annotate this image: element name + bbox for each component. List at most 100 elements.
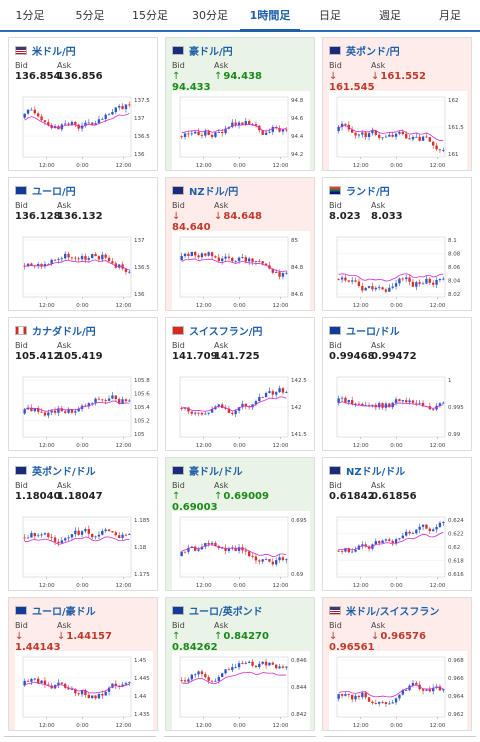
pair-link[interactable]: ユーロ/ドル bbox=[346, 326, 400, 338]
pair-link[interactable]: ランド/円 bbox=[346, 186, 390, 198]
currency-card[interactable]: ユーロ/豪ドル Bid Ask ↓1.44143 ↓1.44157 1.45 1.445 1.… bbox=[8, 597, 158, 731]
card-title: 英ポンド/ドル bbox=[15, 462, 151, 478]
currency-card[interactable]: 豪ドル/円 Bid Ask ↑94.433 ↑94.438 94.8 94.6 94.4 94.… bbox=[165, 37, 315, 171]
pair-link[interactable]: 英ポンド/円 bbox=[346, 46, 400, 58]
pair-link[interactable]: 豪ドル/ドル bbox=[189, 466, 243, 478]
candle-body bbox=[237, 663, 241, 668]
tab-timeframe[interactable]: 週足 bbox=[379, 9, 401, 22]
currency-card[interactable]: 英ポンド/円 Bid Ask ↓161.545 ↓161.552 162 161.5 161 1… bbox=[322, 37, 472, 171]
price-values: ↓84.640 ↓84.648 bbox=[172, 211, 308, 233]
y-tick-label: 94.6 bbox=[291, 116, 304, 122]
currency-card[interactable]: 米ドル/円 Bid Ask 136.854 136.856 137.5 137 136.5 13… bbox=[8, 37, 158, 171]
tab-timeframe[interactable]: 1分足 bbox=[15, 9, 45, 22]
y-tick-label: 0.995 bbox=[448, 405, 464, 411]
bid-price: 136.854 bbox=[15, 71, 61, 82]
pair-link[interactable]: ユーロ/豪ドル bbox=[32, 606, 96, 618]
candle-body bbox=[194, 412, 197, 414]
mini-chart[interactable]: 137.5 137 136.5 136 12:00 0:00 12:00 bbox=[15, 91, 153, 170]
candle-body bbox=[428, 689, 431, 692]
mini-chart[interactable]: 1.185 1.18 1.175 12:00 0:00 12:00 bbox=[15, 511, 153, 590]
mini-chart[interactable]: 85 84.8 84.6 12:00 0:00 12:00 bbox=[172, 231, 310, 310]
mini-chart[interactable]: 94.8 94.6 94.4 94.2 12:00 0:00 12:00 bbox=[172, 91, 310, 170]
mini-chart[interactable]: 137 136.5 136 12:00 0:00 12:00 bbox=[15, 231, 153, 310]
mini-chart[interactable]: 105.8 105.6 105.4 105.2 105 12:00 0:00 12:00 bbox=[15, 371, 153, 450]
candle-body bbox=[128, 534, 131, 536]
currency-grid: 米ドル/円 Bid Ask 136.854 136.856 137.5 137 136.5 13… bbox=[0, 32, 480, 731]
ask-label: Ask bbox=[57, 621, 72, 630]
candle-body bbox=[91, 402, 94, 404]
candle-body bbox=[357, 134, 361, 136]
bid-price: 136.128 bbox=[15, 211, 61, 222]
candle-body bbox=[398, 131, 401, 134]
ask-value: 8.033 bbox=[371, 211, 403, 222]
tab-timeframe[interactable]: 日足 bbox=[319, 9, 341, 22]
mini-chart[interactable]: 1 0.995 0.99 12:00 0:00 12:00 bbox=[329, 371, 467, 450]
mini-chart[interactable]: 0.846 0.844 0.842 12:00 0:00 12:00 bbox=[172, 651, 310, 730]
mini-chart[interactable]: 142.5 142 141.5 12:00 0:00 12:00 bbox=[172, 371, 310, 450]
bid-price: ↑0.69003 bbox=[172, 491, 218, 513]
pair-link[interactable]: 米ドル/円 bbox=[32, 46, 76, 58]
currency-card[interactable]: ユーロ/円 Bid Ask 136.128 136.132 137 136.5 136 12:0… bbox=[8, 177, 158, 311]
mini-chart[interactable]: 162 161.5 161 12:00 0:00 12:00 bbox=[329, 91, 467, 170]
candle-body bbox=[87, 529, 90, 534]
pair-link[interactable]: ユーロ/英ポンド bbox=[189, 606, 263, 618]
mini-chart[interactable]: 0.968 0.966 0.964 0.962 12:00 0:00 12:00 bbox=[329, 651, 467, 730]
candle-body bbox=[275, 392, 278, 395]
candle-body bbox=[408, 138, 411, 140]
currency-card[interactable]: スイスフラン/円 Bid Ask 141.709 141.725 142.5 142 141.… bbox=[165, 317, 315, 451]
pair-link[interactable]: NZドル/円 bbox=[189, 186, 239, 198]
currency-card[interactable]: ユーロ/ドル Bid Ask 0.99468 0.99472 1 0.995 0.99 12:0… bbox=[322, 317, 472, 451]
currency-card[interactable]: 英ポンド/ドル Bid Ask 1.18040 1.18047 1.185 1.18 1.17… bbox=[8, 457, 158, 591]
candle-body bbox=[261, 130, 264, 135]
currency-card[interactable]: 米ドル/スイスフラン Bid Ask ↓0.96561 ↓0.96576 0.968 0.9… bbox=[322, 597, 472, 731]
x-tick-label: 0:00 bbox=[233, 303, 246, 309]
candle-body bbox=[47, 684, 50, 686]
candle-body bbox=[241, 403, 244, 408]
pair-link[interactable]: 米ドル/スイスフラン bbox=[346, 606, 440, 618]
candle-body bbox=[87, 122, 90, 124]
y-tick-label: 0.99 bbox=[448, 432, 461, 438]
pair-link[interactable]: NZドル/ドル bbox=[346, 466, 406, 478]
flag-icon bbox=[15, 45, 27, 55]
candle-body bbox=[124, 534, 128, 536]
candle-body bbox=[388, 403, 391, 408]
y-tick-label: 1.45 bbox=[134, 658, 147, 664]
currency-card[interactable]: ランド/円 Bid Ask 8.023 8.033 8.1 8.08 8.06 8.04 8.02… bbox=[322, 177, 472, 311]
x-tick-label: 12:00 bbox=[39, 303, 55, 309]
candle-body bbox=[26, 537, 30, 539]
currency-card[interactable]: 豪ドル/ドル Bid Ask ↑0.69003 ↑0.69009 0.695 0.69 12:… bbox=[165, 457, 315, 591]
candle-body bbox=[248, 121, 251, 125]
ask-value: 161.552 bbox=[380, 71, 426, 82]
ask-price: ↑94.438 bbox=[214, 71, 262, 93]
candle-body bbox=[121, 399, 124, 404]
candle-body bbox=[442, 689, 445, 691]
currency-card[interactable]: NZドル/円 Bid Ask ↓84.640 ↓84.648 85 84.8 84.6 12:0… bbox=[165, 177, 315, 311]
y-tick-label: 137 bbox=[134, 116, 145, 122]
currency-card[interactable]: カナダドル/円 Bid Ask 105.412 105.419 105.8 105.6 105… bbox=[8, 317, 158, 451]
candle-body bbox=[241, 547, 244, 551]
candle-body bbox=[91, 533, 94, 538]
mini-chart[interactable]: 1.45 1.445 1.44 1.435 12:00 0:00 12:00 bbox=[15, 651, 153, 730]
candle-body bbox=[251, 556, 254, 557]
candle-body bbox=[60, 540, 63, 544]
candle-body bbox=[128, 271, 131, 273]
y-tick-label: 0.69 bbox=[291, 572, 304, 578]
tab-timeframe[interactable]: 月足 bbox=[439, 9, 461, 22]
pair-link[interactable]: スイスフラン/円 bbox=[189, 326, 263, 338]
tab-timeframe[interactable]: 15分足 bbox=[132, 9, 168, 22]
candle-body bbox=[231, 412, 234, 415]
tab-timeframe[interactable]: 1時間足 bbox=[240, 0, 300, 32]
pair-link[interactable]: カナダドル/円 bbox=[32, 326, 96, 338]
mini-chart[interactable]: 8.1 8.08 8.06 8.04 8.02 12:00 0:00 12:00 bbox=[329, 231, 467, 310]
pair-link[interactable]: 豪ドル/円 bbox=[189, 46, 233, 58]
currency-card[interactable]: ユーロ/英ポンド Bid Ask ↑0.84262 ↑0.84270 0.846 0.844… bbox=[165, 597, 315, 731]
tab-timeframe[interactable]: 5分足 bbox=[75, 9, 105, 22]
mini-chart[interactable]: 0.624 0.622 0.62 0.618 0.616 12:00 0:00 12:00 bbox=[329, 511, 467, 590]
mini-chart[interactable]: 0.695 0.69 12:00 0:00 12:00 bbox=[172, 511, 310, 590]
candle-body bbox=[234, 667, 237, 668]
pair-link[interactable]: ユーロ/円 bbox=[32, 186, 76, 198]
pair-link[interactable]: 英ポンド/ドル bbox=[32, 466, 96, 478]
currency-card[interactable]: NZドル/ドル Bid Ask 0.61842 0.61856 0.624 0.622 0.6… bbox=[322, 457, 472, 591]
tab-timeframe[interactable]: 30分足 bbox=[192, 9, 228, 22]
candle-body bbox=[435, 279, 438, 285]
